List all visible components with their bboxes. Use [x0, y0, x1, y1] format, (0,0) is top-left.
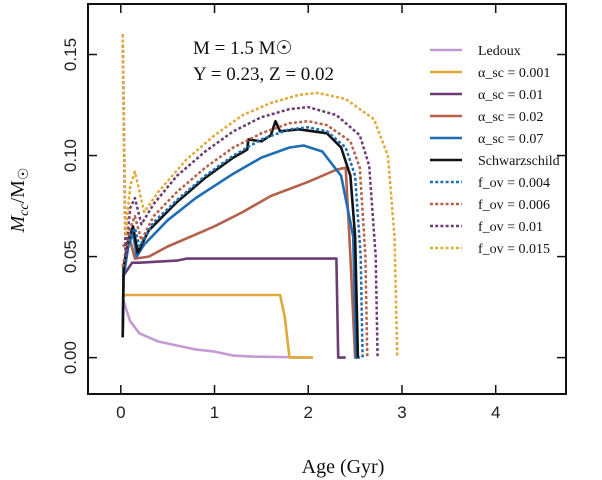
legend-label-6: f_ov = 0.004 [478, 176, 550, 191]
y-axis-label: Mcc/M☉ [7, 167, 32, 233]
series-line-8 [121, 34, 379, 358]
x-tick-label: 0 [116, 403, 125, 422]
series-line-2 [121, 257, 346, 359]
series-line-7 [121, 119, 369, 358]
annotation-line-2: Y = 0.23, Z = 0.02 [193, 64, 334, 85]
x-tick-label: 2 [304, 403, 313, 422]
legend-label-3: α_sc = 0.02 [478, 110, 543, 125]
legend-label-2: α_sc = 0.01 [478, 88, 543, 103]
x-tick-label: 1 [210, 403, 219, 422]
x-tick-label: 3 [397, 403, 406, 422]
series-line-3 [121, 166, 357, 359]
series-group [121, 34, 399, 359]
axis-ticks: 0 1 2 3 4 0.00 0.05 0.10 0.15 [61, 4, 566, 422]
legend-label-5: Schwarzschild [478, 154, 560, 169]
legend-label-9: f_ov = 0.015 [478, 242, 550, 257]
x-tick-label: 4 [491, 403, 500, 422]
y-tick-label: 0.15 [61, 38, 80, 71]
legend: Ledoux α_sc = 0.001 α_sc = 0.01 α_sc = 0.02… [430, 44, 560, 257]
legend-label-7: f_ov = 0.006 [478, 198, 550, 213]
series-line-0 [121, 296, 313, 359]
legend-label-1: α_sc = 0.001 [478, 66, 550, 81]
y-tick-label: 0.00 [61, 341, 80, 374]
series-line-1 [121, 293, 313, 359]
x-axis-label: Age (Gyr) [302, 456, 385, 478]
annotation-line-1: M = 1.5 M☉ [193, 38, 293, 59]
legend-label-8: f_ov = 0.01 [478, 220, 543, 235]
series-line-5 [121, 119, 360, 358]
legend-label-0: Ledoux [478, 44, 521, 59]
series-line-9 [121, 34, 399, 358]
legend-label-4: α_sc = 0.07 [478, 132, 543, 147]
y-tick-label: 0.10 [61, 139, 80, 172]
series-line-6 [121, 126, 364, 358]
y-tick-label: 0.05 [61, 240, 80, 273]
plot-frame [87, 3, 567, 395]
